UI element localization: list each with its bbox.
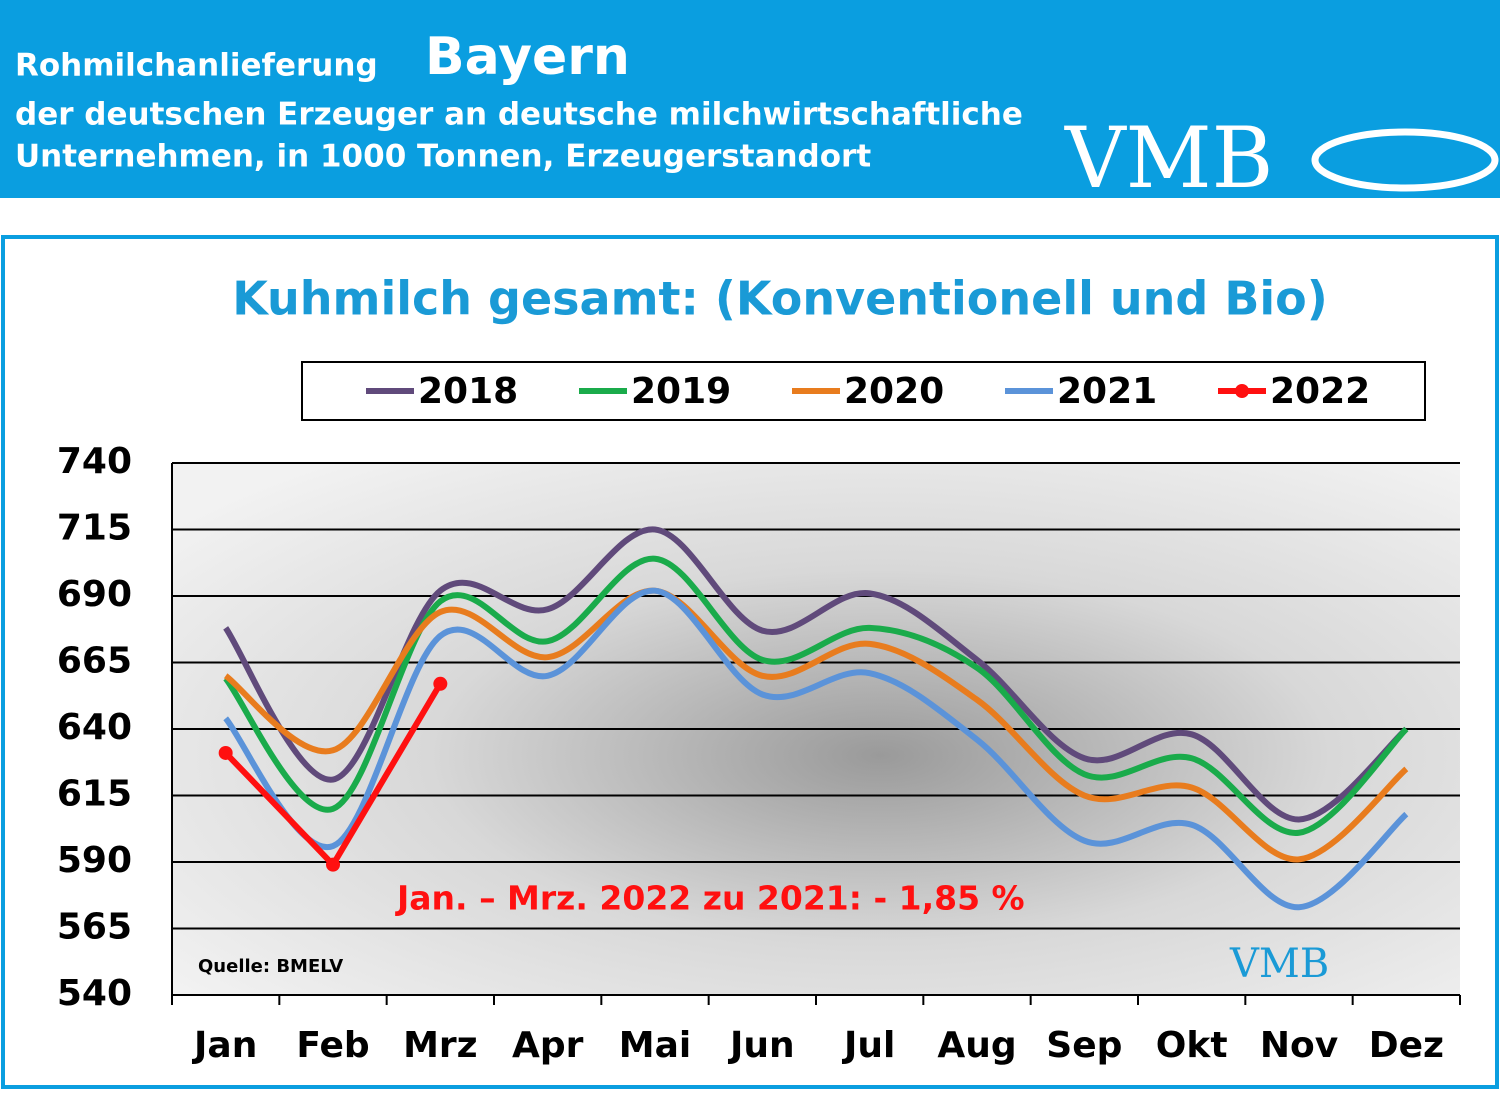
annotation: Jan. – Mrz. 2022 zu 2021: - 1,85 % xyxy=(395,879,1025,918)
header-band xyxy=(0,0,1500,198)
legend-label: 2018 xyxy=(418,371,518,412)
legend-label: 2022 xyxy=(1270,371,1370,412)
watermark-logo: VMB xyxy=(1229,941,1329,987)
header-region: Bayern xyxy=(425,27,630,87)
logo: VMB xyxy=(1064,109,1273,207)
y-tick-label: 590 xyxy=(57,840,132,881)
x-tick-label: Mrz xyxy=(403,1025,478,1066)
header-label: Rohmilchanlieferung xyxy=(15,48,378,84)
legend-marker xyxy=(1235,384,1249,398)
series-line xyxy=(223,587,1409,863)
y-tick-label: 665 xyxy=(57,641,132,682)
x-tick-label: Okt xyxy=(1156,1025,1228,1066)
point xyxy=(433,676,448,691)
x-tick-label: Feb xyxy=(296,1025,369,1066)
x-tick-label: Apr xyxy=(512,1025,584,1066)
chart-title: Kuhmilch gesamt: (Konventionell und Bio) xyxy=(232,272,1328,326)
y-tick-label: 565 xyxy=(57,907,132,948)
x-tick-label: Jul xyxy=(841,1025,895,1066)
logo-swirl xyxy=(1311,128,1499,192)
legend-label: 2019 xyxy=(631,371,731,412)
point xyxy=(218,745,233,760)
source: Quelle: BMELV xyxy=(198,956,343,977)
legend-label: 2021 xyxy=(1057,371,1157,412)
y-tick-label: 740 xyxy=(57,441,132,482)
series-line xyxy=(223,555,1409,836)
x-tick-label: Jun xyxy=(727,1025,795,1066)
header-line: Unternehmen, in 1000 Tonnen, Erzeugersta… xyxy=(15,139,871,175)
y-tick-label: 715 xyxy=(57,508,132,549)
x-tick-label: Aug xyxy=(937,1025,1016,1066)
point xyxy=(326,857,340,872)
x-tick-label: Jan xyxy=(191,1025,257,1066)
header-line: der deutschen Erzeuger an deutsche milch… xyxy=(15,97,1023,133)
x-tick-label: Dez xyxy=(1369,1025,1444,1066)
series-line xyxy=(223,587,1409,911)
x-tick-label: Nov xyxy=(1260,1025,1338,1066)
x-tick-label: Sep xyxy=(1046,1025,1122,1066)
y-tick-label: 540 xyxy=(57,973,132,1014)
y-tick-label: 615 xyxy=(57,774,132,815)
y-tick-label: 690 xyxy=(57,574,132,615)
legend-label: 2020 xyxy=(844,371,944,412)
y-tick-label: 640 xyxy=(57,707,132,748)
x-tick-label: Mai xyxy=(619,1025,691,1066)
